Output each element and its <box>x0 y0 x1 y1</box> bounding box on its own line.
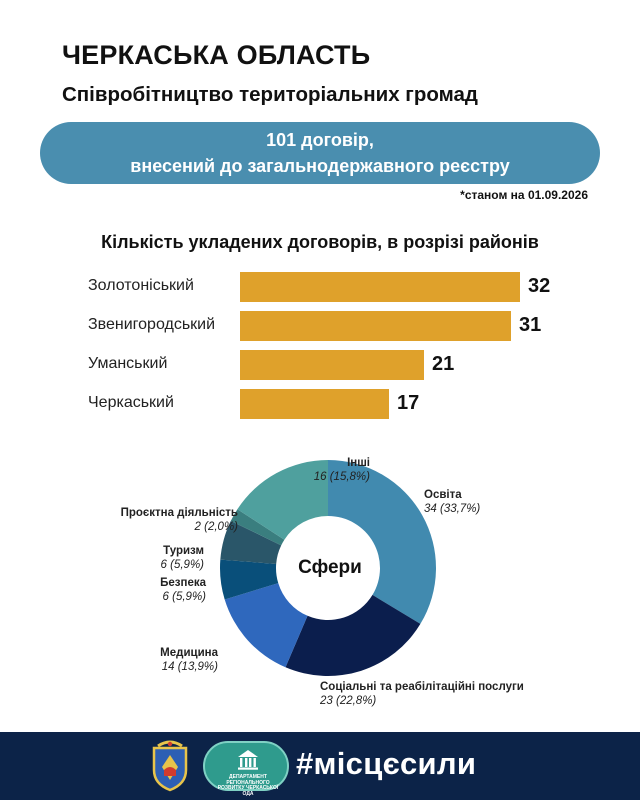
donut-legend-value: 6 (5,9%) <box>162 591 206 603</box>
donut-legend-entry: Проєктна діяльність 2 (2,0%) <box>121 506 238 534</box>
bar-value-label: 21 <box>432 353 455 375</box>
donut-legend-name: Соціальні та реабілітаційні послуги <box>320 681 524 693</box>
donut-legend-value: 6 (5,9%) <box>160 559 204 571</box>
donut-legend-name: Безпека <box>160 577 206 589</box>
department-name: ДЕПАРТАМЕНТ РЕГІОНАЛЬНОГО РОЗВИТКУ ЧЕРКА… <box>217 774 279 797</box>
donut-legend-value: 16 (15,8%) <box>313 471 370 483</box>
bar-row: Золотоніський 32 <box>0 272 640 302</box>
donut-legend-entry: Безпека 6 (5,9%) <box>160 576 206 604</box>
bar-row: Звенигородський 31 <box>0 311 640 341</box>
donut-legend-name: Освіта <box>424 489 462 501</box>
as-of-date: *станом на 01.09.2026 <box>460 188 588 202</box>
bar <box>240 350 424 380</box>
coat-of-arms-icon <box>152 740 188 792</box>
bar <box>240 389 389 419</box>
donut-legend-entry: Соціальні та реабілітаційні послуги 23 (2… <box>320 680 524 708</box>
total-contracts-banner: 101 договір, внесений до загальнодержавн… <box>40 122 600 184</box>
donut-slice <box>328 460 436 624</box>
donut-legend-name: Туризм <box>163 545 204 557</box>
banner-line-1: 101 договір, <box>266 130 374 150</box>
donut-legend-value: 23 (22,8%) <box>320 695 377 707</box>
donut-slice <box>224 583 308 668</box>
donut-legend-entry: Освіта 34 (33,7%) <box>424 488 480 516</box>
bar-value-label: 31 <box>519 314 542 336</box>
department-logo-icon: ДЕПАРТАМЕНТ РЕГІОНАЛЬНОГО РОЗВИТКУ ЧЕРКА… <box>203 741 289 796</box>
footer: ДЕПАРТАМЕНТ РЕГІОНАЛЬНОГО РОЗВИТКУ ЧЕРКА… <box>0 732 640 800</box>
donut-legend-value: 14 (13,9%) <box>161 661 218 673</box>
government-building-icon <box>238 750 258 770</box>
donut-slice <box>285 594 421 676</box>
bar <box>240 311 511 341</box>
bar-value-label: 32 <box>528 275 551 297</box>
donut-legend-value: 34 (33,7%) <box>424 503 481 515</box>
bar-category-label: Уманський <box>88 355 168 372</box>
bar-row: Черкаський 17 <box>0 389 640 419</box>
donut-slice <box>230 509 285 546</box>
bar-chart-title: Кількість укладених договорів, в розрізі… <box>101 232 539 252</box>
donut-slice <box>220 520 282 564</box>
banner-line-2: внесений до загальнодержавного реєстру <box>130 156 510 176</box>
bar-row: Уманський 21 <box>0 350 640 380</box>
donut-legend-name: Проєктна діяльність <box>120 507 238 519</box>
donut-legend-name: Інші <box>347 457 370 469</box>
donut-legend-entry: Інші 16 (15,8%) <box>314 456 370 484</box>
donut-chart: Сфери Освіта 34 (33,7%) Соціальні та реабі… <box>0 440 640 720</box>
donut-slice <box>220 559 279 600</box>
donut-svg <box>220 460 436 676</box>
bar-category-label: Черкаський <box>88 394 174 411</box>
donut-legend-value: 2 (2,0%) <box>194 521 238 533</box>
bar <box>240 272 520 302</box>
donut-slice <box>237 460 328 540</box>
bar-value-label: 17 <box>397 392 420 414</box>
donut-legend-entry: Туризм 6 (5,9%) <box>161 544 204 572</box>
page-subtitle: Співробітництво територіальних громад <box>62 83 478 106</box>
donut-legend-entry: Медицина 14 (13,9%) <box>160 646 218 674</box>
donut-center-label: Сфери <box>298 557 362 578</box>
bar-category-label: Золотоніський <box>88 277 194 294</box>
page-title: ЧЕРКАСЬКА ОБЛАСТЬ <box>62 40 371 70</box>
hashtag: #місцєсили <box>296 746 477 781</box>
donut-legend-name: Медицина <box>160 647 218 659</box>
bar-category-label: Звенигородський <box>88 316 216 333</box>
